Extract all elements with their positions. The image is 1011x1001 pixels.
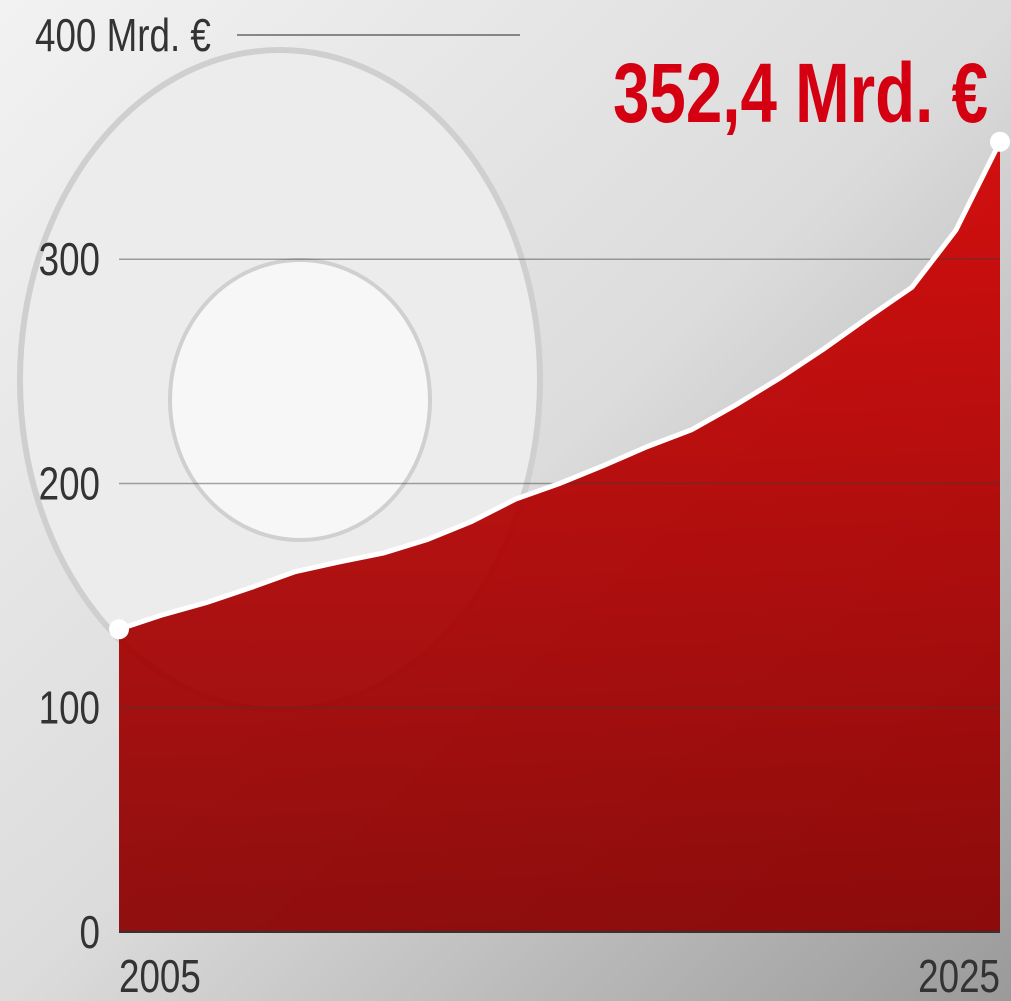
page: 0 100 200 300 400 Mrd. € 352,4 Mrd. € 2005 2025… bbox=[0, 0, 1011, 1001]
scanner-bore bbox=[170, 260, 430, 540]
y-tick-label: 300 bbox=[39, 233, 100, 285]
value-label: 352,4 Mrd. € bbox=[613, 46, 988, 140]
x-tick-label: 2005 bbox=[119, 950, 201, 1001]
y-tick-label: 100 bbox=[39, 682, 100, 734]
x-tick-label: 2025 bbox=[918, 950, 1000, 1001]
chart: 0 100 200 300 400 Mrd. € 352,4 Mrd. € 2005 2025 bbox=[0, 0, 1011, 1001]
y-tick-label: 400 Mrd. € bbox=[35, 9, 211, 61]
y-tick-label: 0 bbox=[80, 906, 100, 958]
point bbox=[109, 619, 129, 639]
point bbox=[990, 132, 1010, 152]
y-tick-label: 200 bbox=[39, 458, 100, 510]
